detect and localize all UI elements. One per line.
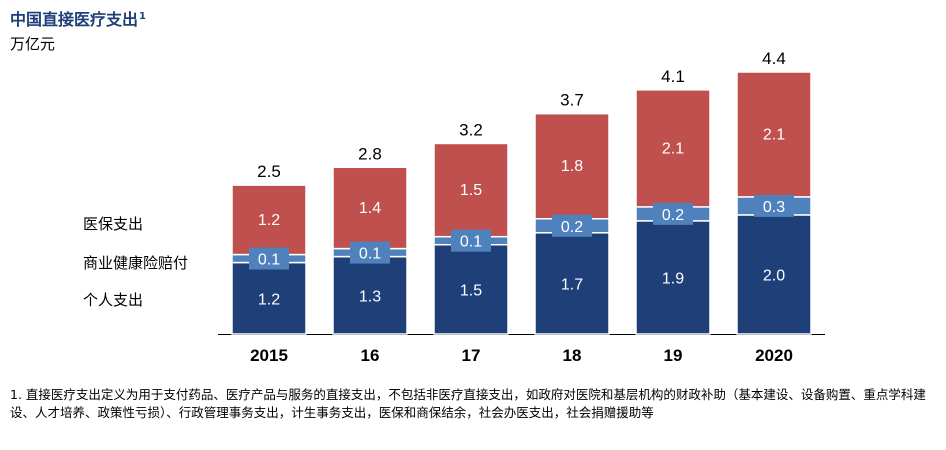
bar-personal-17 [433,243,509,335]
data-label-personal-18: 1.7 [561,276,583,293]
x-tick-label-19: 19 [664,346,683,365]
data-label-personal-19: 1.9 [662,270,684,287]
bar-personal-19 [635,220,711,335]
unit-label: 万亿元 [10,35,56,53]
data-label-commercial-17: 0.1 [460,234,482,251]
bar-medical-insurance-2015 [231,184,307,256]
legend-personal: 个人支出 [83,291,144,309]
total-label-18: 3.7 [560,91,584,110]
footnote: 1. 直接医疗支出定义为用于支付药品、医疗产品与服务的直接支出，不包括非医疗直接… [10,387,926,420]
bar-medical-insurance-17 [433,142,509,238]
bar-personal-2020 [736,214,812,335]
data-label-box-commercial-16 [350,241,390,264]
data-label-personal-16: 1.3 [359,288,381,305]
x-tick-label-2020: 2020 [755,346,793,365]
total-label-17: 3.2 [459,120,483,139]
x-tick-label-16: 16 [361,346,380,365]
data-label-medical-insurance-18: 1.8 [561,158,583,175]
data-label-box-commercial-2015 [249,247,289,270]
total-label-2020: 4.4 [762,49,786,68]
data-label-medical-insurance-2015: 1.2 [258,212,280,229]
x-tick-label-18: 18 [563,346,582,365]
data-label-commercial-18: 0.2 [561,219,583,236]
legend-medical-insurance: 医保支出 [83,215,144,233]
x-tick-label-17: 17 [462,346,481,365]
data-label-personal-2020: 2.0 [763,267,785,284]
data-label-personal-17: 1.5 [460,282,482,299]
bar-personal-18 [534,232,610,335]
data-label-commercial-2015: 0.1 [258,252,280,269]
bar-medical-insurance-2020 [736,71,812,198]
bar-medical-insurance-16 [332,166,408,250]
bar-personal-16 [332,255,408,335]
chart-title: 中国直接医疗支出1 [10,10,146,29]
legend-commercial-insurance: 商业健康险赔付 [83,254,189,272]
data-label-box-commercial-17 [451,229,491,252]
data-label-box-commercial-19 [653,202,693,225]
data-label-personal-2015: 1.2 [258,291,280,308]
data-label-medical-insurance-17: 1.5 [460,182,482,199]
stacked-bar-chart: 1.2 0.1 1.2 2.5 2015 1.3 0.1 1.4 2.8 16 1.5 0.1 1.5 3… [218,49,825,365]
data-label-commercial-16: 0.1 [359,246,381,263]
data-label-commercial-2020: 0.3 [763,199,785,216]
data-label-box-commercial-18 [552,214,592,237]
total-label-2015: 2.5 [257,162,281,181]
bar-medical-insurance-19 [635,89,711,208]
title-footnote-mark: 1 [139,10,146,22]
data-label-commercial-19: 0.2 [662,207,684,224]
total-label-19: 4.1 [661,67,685,86]
data-label-medical-insurance-2020: 2.1 [763,126,785,143]
bar-medical-insurance-18 [534,112,610,220]
data-label-medical-insurance-16: 1.4 [359,200,381,217]
data-label-medical-insurance-19: 2.1 [662,140,684,157]
x-tick-label-2015: 2015 [250,346,288,365]
data-label-box-commercial-2020 [754,194,794,217]
total-label-16: 2.8 [358,144,382,163]
